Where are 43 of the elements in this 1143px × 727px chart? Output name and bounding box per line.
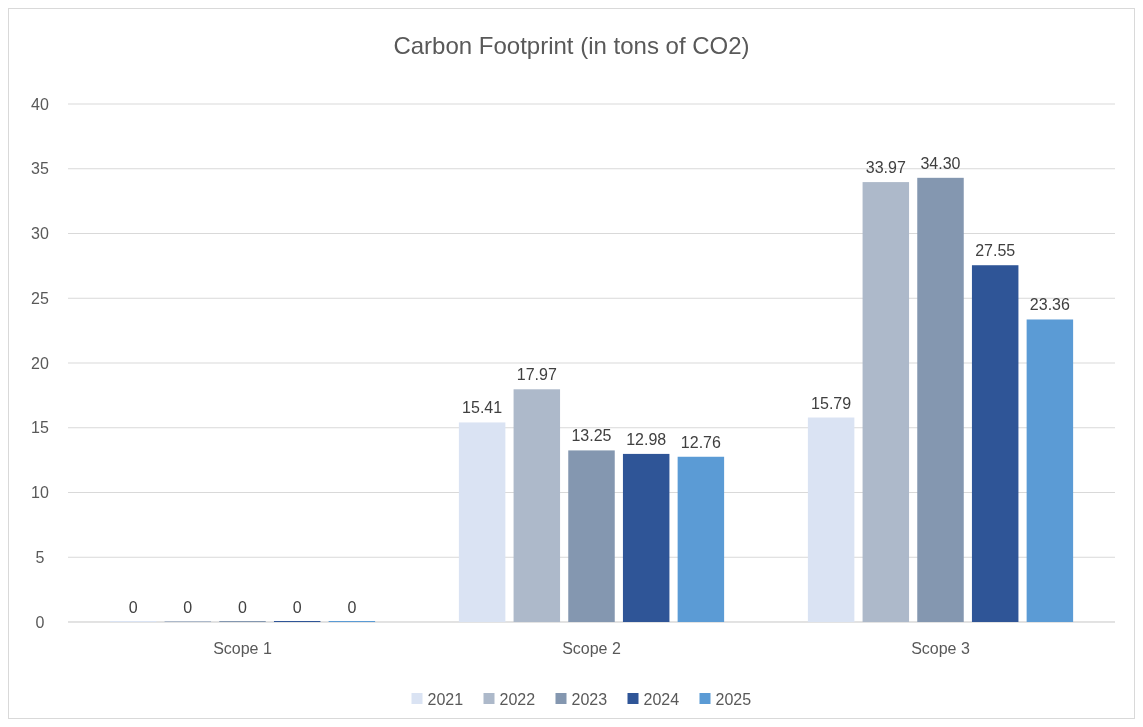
- data-label: 0: [238, 599, 248, 616]
- data-label: 0: [183, 599, 193, 616]
- y-tick-label: 15: [31, 419, 49, 437]
- y-tick-label: 30: [31, 225, 49, 243]
- data-label: 34.30: [920, 154, 961, 172]
- chart-title: Carbon Footprint (in tons of CO2): [393, 32, 750, 59]
- y-tick-label: 10: [31, 484, 49, 502]
- data-label: 12.98: [626, 430, 667, 448]
- data-label: 12.76: [680, 433, 721, 451]
- bar: [917, 177, 964, 622]
- bar: [862, 182, 910, 622]
- data-label: 0: [128, 599, 138, 616]
- y-tick-label: 20: [31, 354, 49, 372]
- y-tick-label: 0: [35, 613, 45, 631]
- data-label: 23.36: [1029, 296, 1070, 314]
- legend-label: 2023: [571, 690, 608, 708]
- bar: [622, 453, 670, 622]
- bar: [458, 422, 506, 622]
- bar: [1026, 319, 1074, 622]
- x-tick-label: Scope 3: [911, 640, 970, 657]
- legend-label: 2021: [427, 690, 464, 708]
- data-label: 15.41: [462, 399, 503, 417]
- bar: [513, 389, 561, 622]
- data-label: 27.55: [975, 242, 1016, 260]
- y-tick-label: 5: [35, 548, 45, 566]
- legend-label: 2024: [643, 690, 680, 708]
- y-tick-label: 35: [31, 160, 49, 178]
- x-tick-label: Scope 1: [213, 640, 272, 657]
- legend-label: 2025: [715, 690, 752, 708]
- data-label: 15.79: [811, 394, 852, 412]
- data-label: 0: [292, 599, 302, 616]
- bar: [807, 417, 855, 622]
- bar: [677, 456, 725, 622]
- data-label: 17.97: [516, 366, 557, 384]
- data-label: 33.97: [865, 159, 906, 177]
- legend-label: 2022: [499, 690, 536, 708]
- bar: [971, 265, 1019, 622]
- data-label: 13.25: [571, 427, 612, 445]
- y-tick-label: 40: [31, 95, 49, 113]
- y-tick-label: 25: [31, 289, 49, 307]
- bar: [568, 450, 615, 622]
- x-tick-label: Scope 2: [562, 640, 621, 657]
- data-label: 0: [347, 599, 357, 616]
